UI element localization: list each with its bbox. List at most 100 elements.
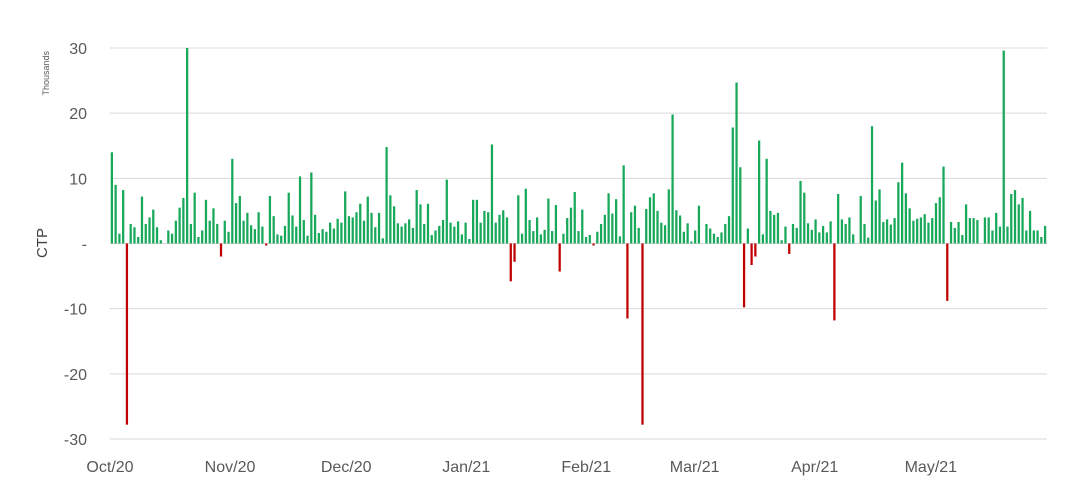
bar-positive [468,238,471,244]
bar-positive [844,223,847,244]
bar-series [110,48,1047,425]
bar-positive [155,227,159,244]
bar-positive [276,234,279,244]
bar-positive [441,220,445,244]
bar-positive [370,212,373,244]
bar-positive [652,193,655,244]
bar-positive [554,205,558,244]
bar-positive [216,223,219,244]
bar-positive [607,193,610,244]
bar-positive [532,231,535,244]
y-tick-label: -30 [64,432,87,449]
bar-positive [321,229,324,244]
bar-positive [295,226,298,244]
bar-positive [611,213,614,244]
x-axis-ticks: Oct/20 Nov/20 Dec/20 Jan/21 Feb/21 Mar/21 Apr/… [86,459,957,476]
bar-positive [490,144,494,244]
bar-positive [280,235,283,244]
bar-positive [573,192,576,244]
bar-positive [656,210,659,244]
bar-positive [543,229,546,244]
bar-positive [460,234,463,244]
bar-positive [336,218,339,244]
bar-positive [961,235,964,244]
bar-positive [603,214,606,244]
bar-positive [310,172,313,244]
bar-positive [663,225,667,244]
x-tick-label: Oct/20 [86,459,133,476]
bar-positive [912,220,915,244]
bar-positive [242,220,245,244]
bar-positive [528,220,531,244]
bar-positive [167,230,170,244]
bar-positive [645,208,648,244]
bar-positive [1002,50,1005,244]
bar-positive [411,227,415,244]
bar-positive [520,233,524,244]
bar-positive [746,228,749,244]
bar-positive [1032,230,1035,244]
bar-positive [588,235,591,244]
bar-positive [709,228,712,244]
bar-positive [569,207,573,244]
bar-positive [385,147,388,244]
bar-positive [949,221,953,244]
bar-positive [355,212,358,244]
bar-positive [317,233,320,244]
y-tick-label: 30 [69,41,87,58]
bar-positive [238,195,241,244]
bar-positive [716,236,719,244]
bar-positive [863,223,866,244]
bar-positive [829,221,832,244]
bar-positive [893,218,896,244]
bar-negative [125,243,129,425]
bar-positive [840,219,844,244]
bar-positive [204,199,208,244]
bar-negative [742,243,746,308]
bar-positive [272,216,275,244]
bar-positive [137,236,140,244]
bar-negative [509,243,512,282]
x-tick-label: Apr/21 [791,459,838,476]
bar-positive [931,218,934,244]
bar-positive [366,196,369,244]
bar-positive [791,223,795,244]
bar-positive [934,203,938,244]
bar-positive [874,200,877,244]
bar-positive [408,219,411,244]
bar-positive [208,220,211,244]
bar-positive [517,195,520,244]
bar-positive [983,217,987,244]
bar-negative [626,243,629,319]
bar-negative [219,243,223,257]
bar-positive [859,195,862,244]
bar-positive [246,212,249,244]
bar-positive [806,223,810,244]
x-tick-label: Nov/20 [205,459,256,476]
bar-positive [494,222,497,244]
bar-positive [261,226,264,244]
bar-positive [705,223,708,244]
bar-positive [618,236,622,244]
bar-positive [648,197,652,244]
bar-positive [329,222,332,244]
bar-positive [1043,225,1047,244]
bar-positive [472,199,475,244]
bar-positive [404,223,407,244]
bar-positive [148,217,151,244]
bar-positive [351,217,354,244]
bar-positive [234,203,238,244]
bar-positive [678,215,682,244]
bar-positive [942,166,945,244]
bar-positive [449,222,452,244]
bar-positive [344,191,347,244]
bar-positive [1036,230,1039,244]
bar-positive [900,162,904,244]
bar-positive [622,165,625,244]
bar-positive [694,230,697,244]
bar-positive [1006,226,1009,244]
bar-positive [193,192,196,244]
bar-positive [814,219,817,244]
bar-positive [848,217,851,244]
